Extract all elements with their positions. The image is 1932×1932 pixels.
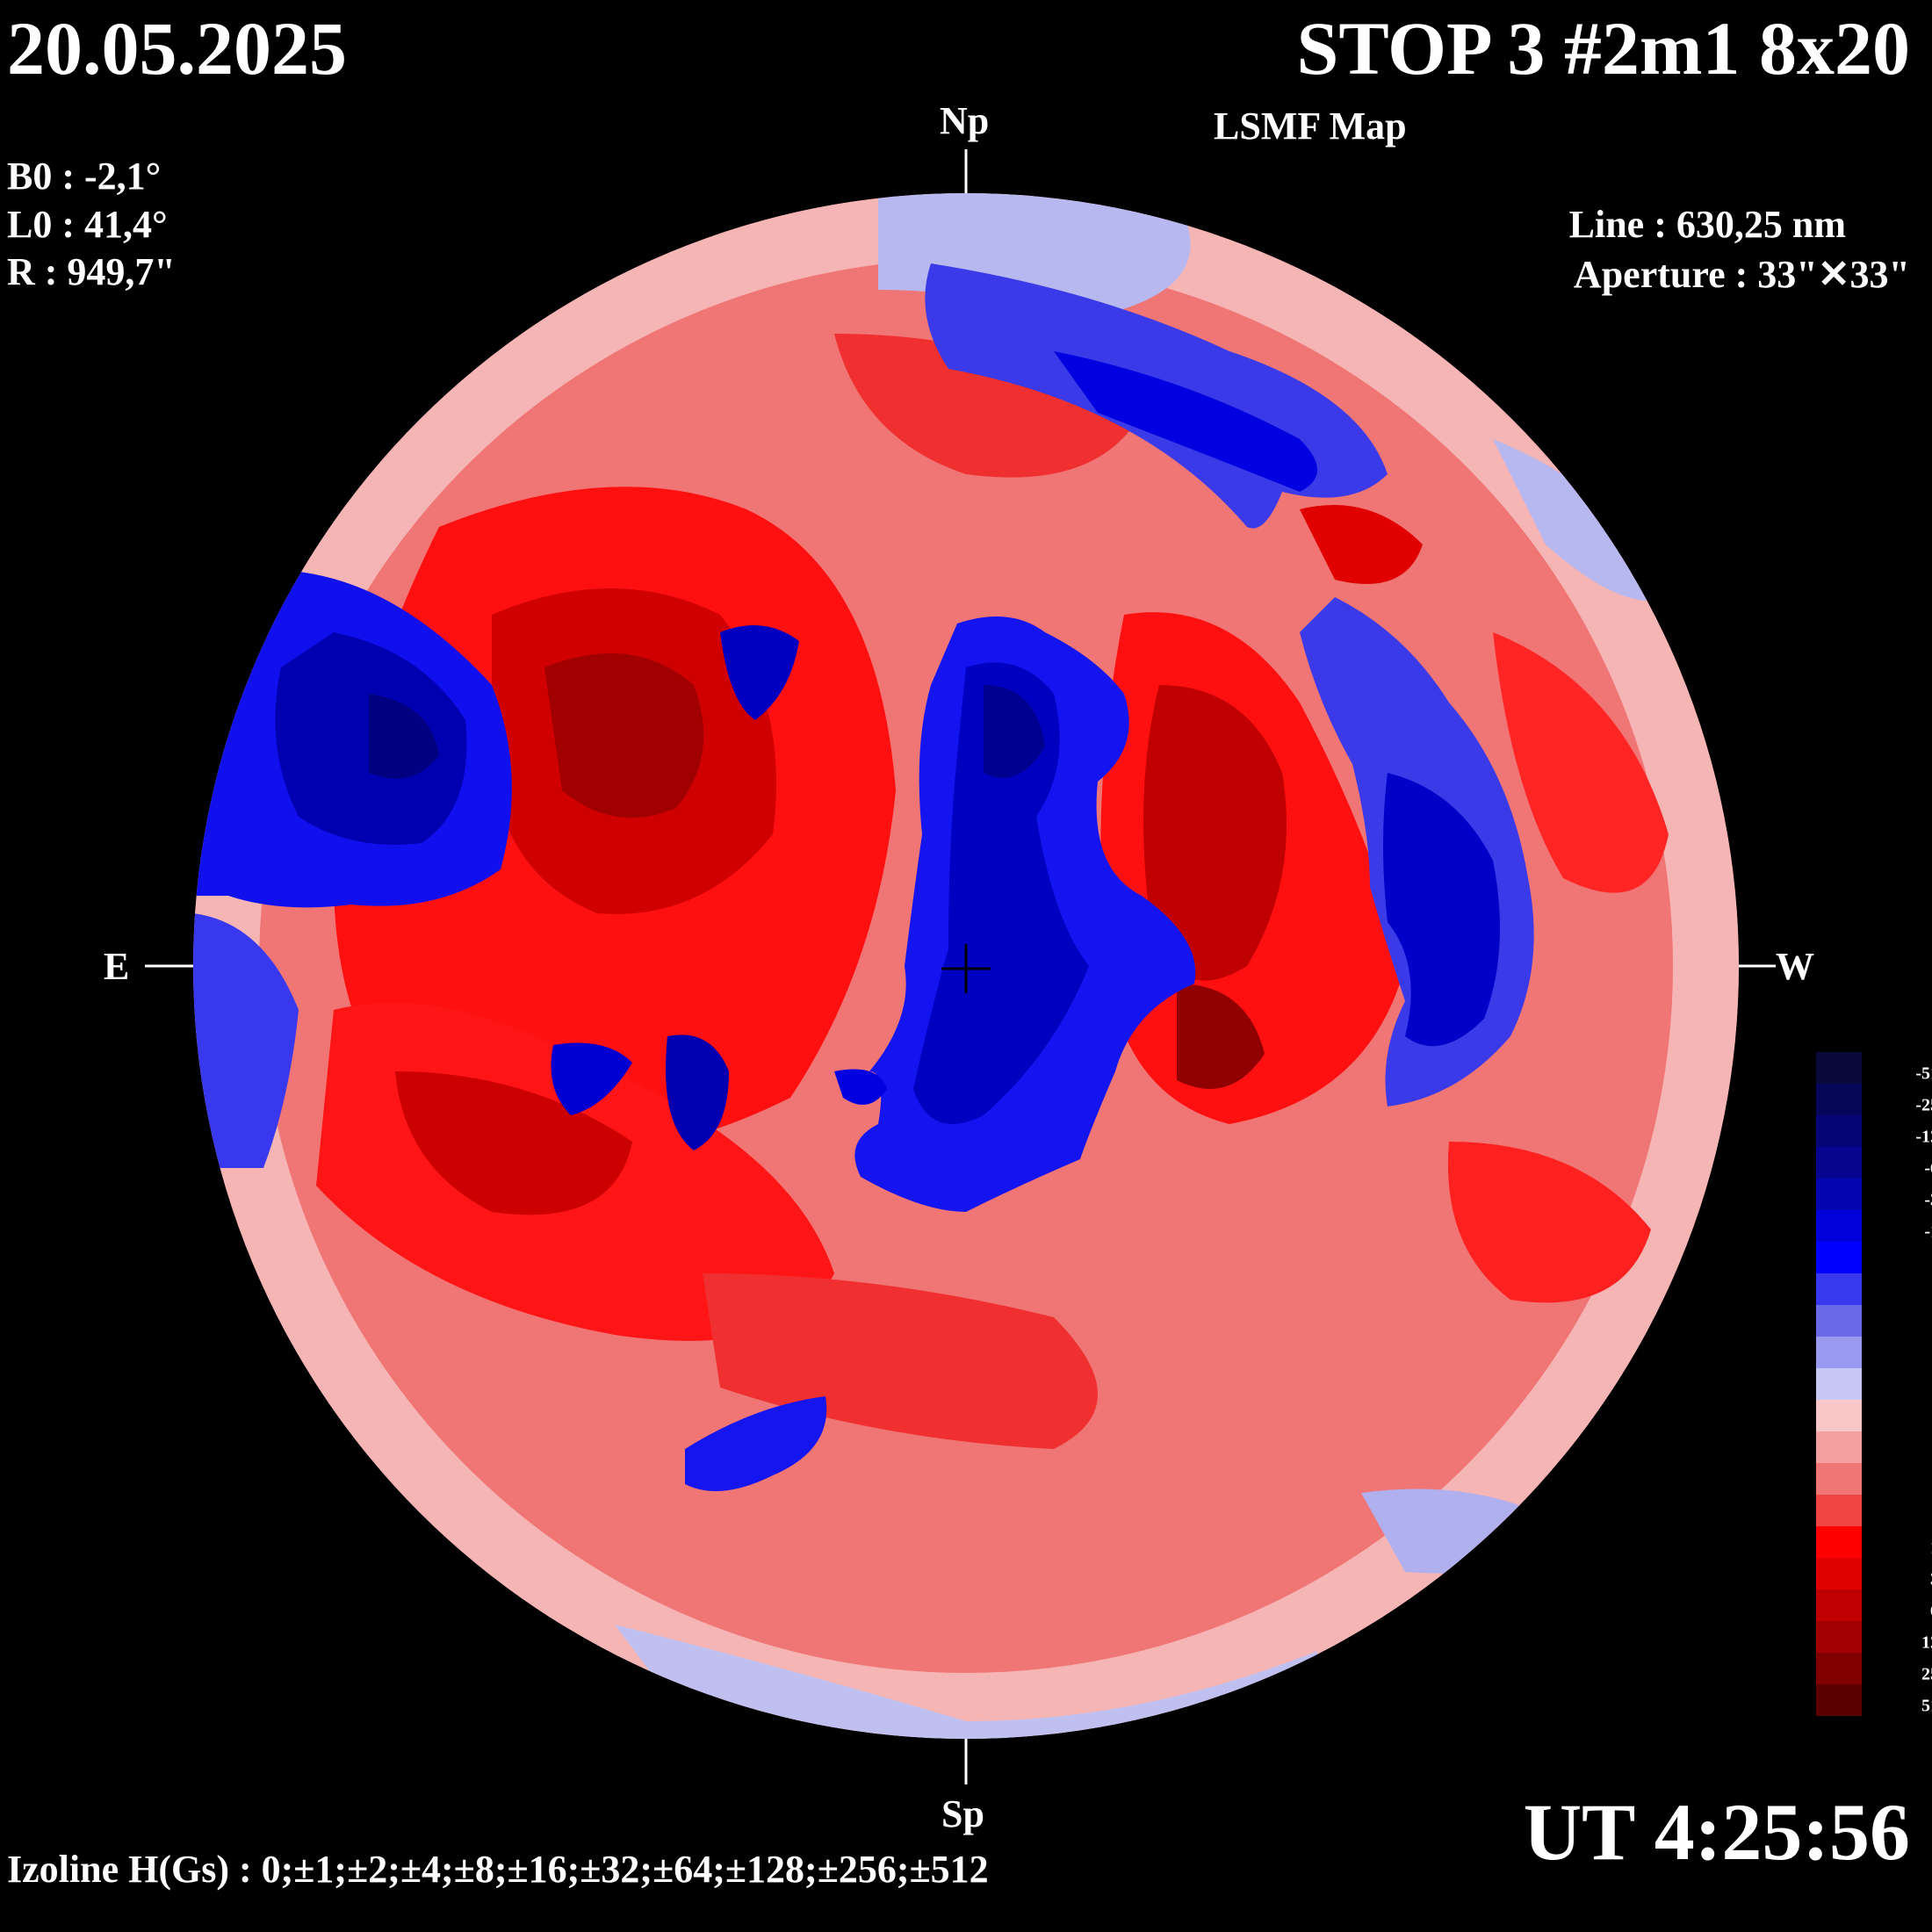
colorbar-label: 128 (1921, 1633, 1932, 1653)
colorbar-label: -512 (1915, 1063, 1932, 1084)
colorbar-label: 256 (1921, 1664, 1932, 1684)
colorbar-swatch (1816, 1684, 1862, 1716)
colorbar-swatch (1816, 1115, 1862, 1147)
colorbar-swatch (1816, 1431, 1862, 1463)
izoline-levels: Izoline H(Gs) : 0;±1;±2;±4;±8;±16;±32;±6… (7, 1848, 989, 1891)
aperture-size: Aperture : 33"✕33" (1573, 253, 1910, 296)
colorbar-label: -4 (1860, 1286, 1932, 1306)
observation-time: UT 4:25:56 (1523, 1787, 1910, 1877)
colorbar-label: 1 (1860, 1412, 1932, 1432)
colorbar-swatch (1816, 1179, 1862, 1210)
colorbar-swatch (1816, 1463, 1862, 1495)
colorbar-swatch (1816, 1305, 1862, 1337)
colorbar-label: -2 (1860, 1317, 1932, 1337)
colorbar-swatch (1816, 1210, 1862, 1242)
colorbar-swatch (1816, 1273, 1862, 1305)
colorbar-label: -16 (1924, 1222, 1932, 1242)
colorbar-swatch (1816, 1558, 1862, 1590)
colorbar-swatch (1816, 1084, 1862, 1115)
colorbar-legend (1816, 1052, 1862, 1716)
colorbar-swatch (1816, 1147, 1862, 1179)
parameter-l0: L0 : 41,4° (7, 203, 168, 246)
colorbar-swatch (1816, 1368, 1862, 1400)
map-subtitle: LSMF Map (1214, 105, 1407, 148)
parameter-radius: R : 949,7" (7, 250, 176, 293)
spectral-line: Line : 630,25 nm (1568, 203, 1846, 246)
colorbar-swatch (1816, 1052, 1862, 1084)
colorbar-label: -8 (1860, 1254, 1932, 1274)
colorbar-swatch (1816, 1590, 1862, 1621)
colorbar-label: -256 (1915, 1095, 1932, 1115)
colorbar-label: -32 (1924, 1190, 1932, 1210)
colorbar-label: 32 (1860, 1570, 1932, 1590)
colorbar-swatch (1816, 1526, 1862, 1558)
compass-west: W (1776, 945, 1814, 988)
colorbar-label: 512 (1921, 1696, 1932, 1716)
colorbar-label: 64 (1860, 1602, 1932, 1622)
colorbar-label: 4 (1860, 1475, 1932, 1496)
colorbar-label: -64 (1924, 1158, 1932, 1179)
colorbar-swatch (1816, 1621, 1862, 1653)
colorbar-swatch (1816, 1653, 1862, 1684)
compass-north: Np (940, 99, 990, 142)
parameter-b0: B0 : -2,1° (7, 155, 162, 198)
colorbar-label: 16 (1860, 1539, 1932, 1559)
colorbar-swatch (1816, 1337, 1862, 1368)
colorbar-label: -1 (1860, 1349, 1932, 1369)
colorbar-label: 0 (1860, 1381, 1932, 1401)
colorbar-swatch (1816, 1242, 1862, 1273)
observation-date: 20.05.2025 (7, 6, 347, 90)
colorbar-label: 2 (1860, 1444, 1932, 1464)
colorbar-swatch (1816, 1495, 1862, 1526)
solar-disk (193, 193, 1739, 1739)
map-title: STOP 3 #2m1 8x20 (1296, 6, 1910, 90)
compass-east: E (104, 945, 130, 988)
colorbar-label: -128 (1915, 1127, 1932, 1147)
compass-south: Sp (941, 1792, 984, 1835)
colorbar-label: 8 (1860, 1507, 1932, 1527)
colorbar-swatch (1816, 1400, 1862, 1431)
